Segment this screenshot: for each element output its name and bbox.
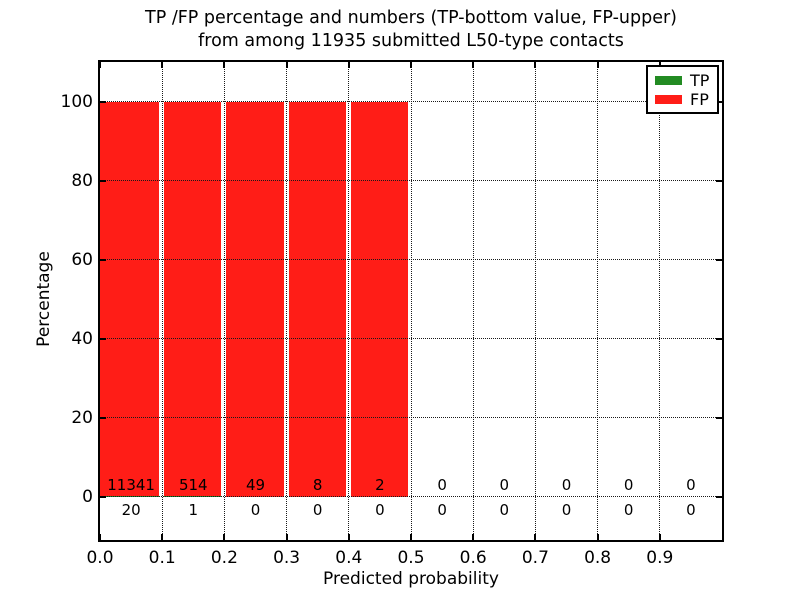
x-tick-label: 0.9 — [646, 548, 674, 568]
fp-count-label: 11341 — [107, 475, 155, 494]
y-tick-label: 60 — [71, 249, 93, 270]
x-tick-mark-top — [534, 62, 537, 68]
y-tick-mark-right — [716, 100, 722, 103]
tp-count-label: 0 — [499, 500, 510, 519]
x-tick-mark-top — [347, 62, 350, 68]
x-tick-mark — [472, 534, 475, 540]
y-tick-mark-right — [716, 337, 722, 340]
y-tick-mark-right — [716, 179, 722, 182]
tp-count-label: 0 — [250, 500, 261, 519]
x-tick-mark-top — [99, 62, 101, 68]
y-tick-mark — [100, 100, 106, 103]
x-gridline — [659, 62, 661, 540]
y-tick-label: 0 — [82, 486, 93, 507]
x-tick-mark-top — [410, 62, 412, 68]
x-tick-label: 0.3 — [273, 548, 301, 568]
x-tick-label: 0.0 — [86, 548, 114, 568]
tp-count-label: 20 — [121, 500, 141, 519]
x-tick-mark — [410, 534, 412, 540]
x-gridline — [410, 62, 412, 540]
legend-swatch-fp-icon — [655, 95, 682, 104]
fp-count-label: 0 — [686, 475, 696, 494]
bar-fp-segment — [226, 101, 284, 497]
tp-count-label: 0 — [623, 500, 634, 519]
x-tick-mark — [285, 534, 288, 540]
legend-item-fp: FP — [655, 90, 717, 109]
bar-fp-segment — [100, 101, 160, 496]
x-gridline — [534, 62, 536, 540]
plot-area: TP FP 0 20 40 60 80 100 0.0 0.1 0.2 0.3 0.4 0.5 0.6 0… — [61, 60, 724, 568]
x-gridline — [597, 62, 599, 540]
tp-count-label: 0 — [312, 500, 323, 519]
x-tick-mark — [347, 534, 350, 540]
bar-fp-segment — [164, 101, 222, 496]
x-tick-label: 0.5 — [397, 548, 425, 568]
y-tick-label: 100 — [60, 91, 93, 112]
fp-count-label: 0 — [437, 475, 447, 494]
x-gridline — [348, 62, 350, 540]
y-tick-mark-right — [716, 258, 722, 261]
bar-fp-segment — [288, 101, 346, 497]
x-tick-mark-top — [596, 62, 599, 68]
fp-count-label: 0 — [561, 475, 572, 494]
fp-count-label: 8 — [312, 475, 323, 494]
fp-count-label: 0 — [623, 475, 634, 494]
x-tick-label: 0.4 — [335, 548, 363, 568]
tp-count-label: 0 — [686, 500, 696, 519]
legend-label-tp: TP — [690, 71, 710, 90]
x-tick-mark — [223, 534, 226, 540]
x-axis-label: Predicted probability — [323, 569, 499, 589]
x-tick-mark — [99, 534, 101, 540]
fp-count-label: 2 — [375, 475, 385, 494]
tp-count-label: 0 — [561, 500, 572, 519]
x-tick-label: 0.7 — [521, 548, 549, 568]
tp-count-label: 1 — [188, 500, 199, 519]
x-tick-label: 0.8 — [584, 548, 612, 568]
y-tick-mark-right — [716, 416, 722, 419]
x-tick-mark-top — [223, 62, 226, 68]
chart-title-line1: TP /FP percentage and numbers (TP-bottom… — [145, 8, 677, 28]
x-tick-mark — [534, 534, 537, 540]
x-gridline — [472, 62, 474, 540]
tp-count-label: 0 — [375, 500, 385, 519]
chart-title: TP /FP percentage and numbers (TP-bottom… — [100, 7, 722, 53]
y-tick-label: 80 — [71, 170, 93, 191]
x-tick-mark — [161, 534, 164, 540]
y-tick-mark — [100, 258, 106, 261]
x-tick-label: 0.6 — [459, 548, 487, 568]
y-tick-label: 40 — [71, 328, 93, 349]
legend-item-tp: TP — [655, 71, 717, 90]
x-tick-mark — [658, 534, 661, 540]
x-gridline — [161, 62, 163, 540]
x-gridline — [286, 62, 288, 540]
x-tick-label: 0.1 — [148, 548, 176, 568]
x-tick-label: 0.2 — [210, 548, 238, 568]
x-gridline — [223, 62, 225, 540]
y-tick-mark — [100, 179, 106, 182]
x-tick-mark-top — [472, 62, 475, 68]
fp-count-label: 514 — [178, 475, 208, 494]
x-tick-mark-top — [161, 62, 164, 68]
x-tick-mark — [596, 534, 599, 540]
bar-fp-segment — [350, 101, 408, 497]
fp-count-label: 0 — [499, 475, 510, 494]
x-tick-mark-top — [285, 62, 288, 68]
y-tick-mark-right — [716, 495, 722, 498]
y-tick-mark — [100, 416, 106, 419]
y-tick-label: 20 — [71, 407, 93, 428]
legend-label-fp: FP — [690, 90, 709, 109]
y-axis-label: Percentage — [34, 251, 54, 347]
legend: TP FP — [646, 65, 719, 114]
legend-swatch-tp-icon — [655, 76, 682, 85]
fp-count-label: 49 — [245, 475, 266, 494]
y-tick-mark — [100, 337, 106, 340]
tp-count-label: 0 — [437, 500, 447, 519]
y-tick-mark — [100, 495, 106, 498]
chart-title-line2: from among 11935 submitted L50-type cont… — [198, 31, 624, 51]
